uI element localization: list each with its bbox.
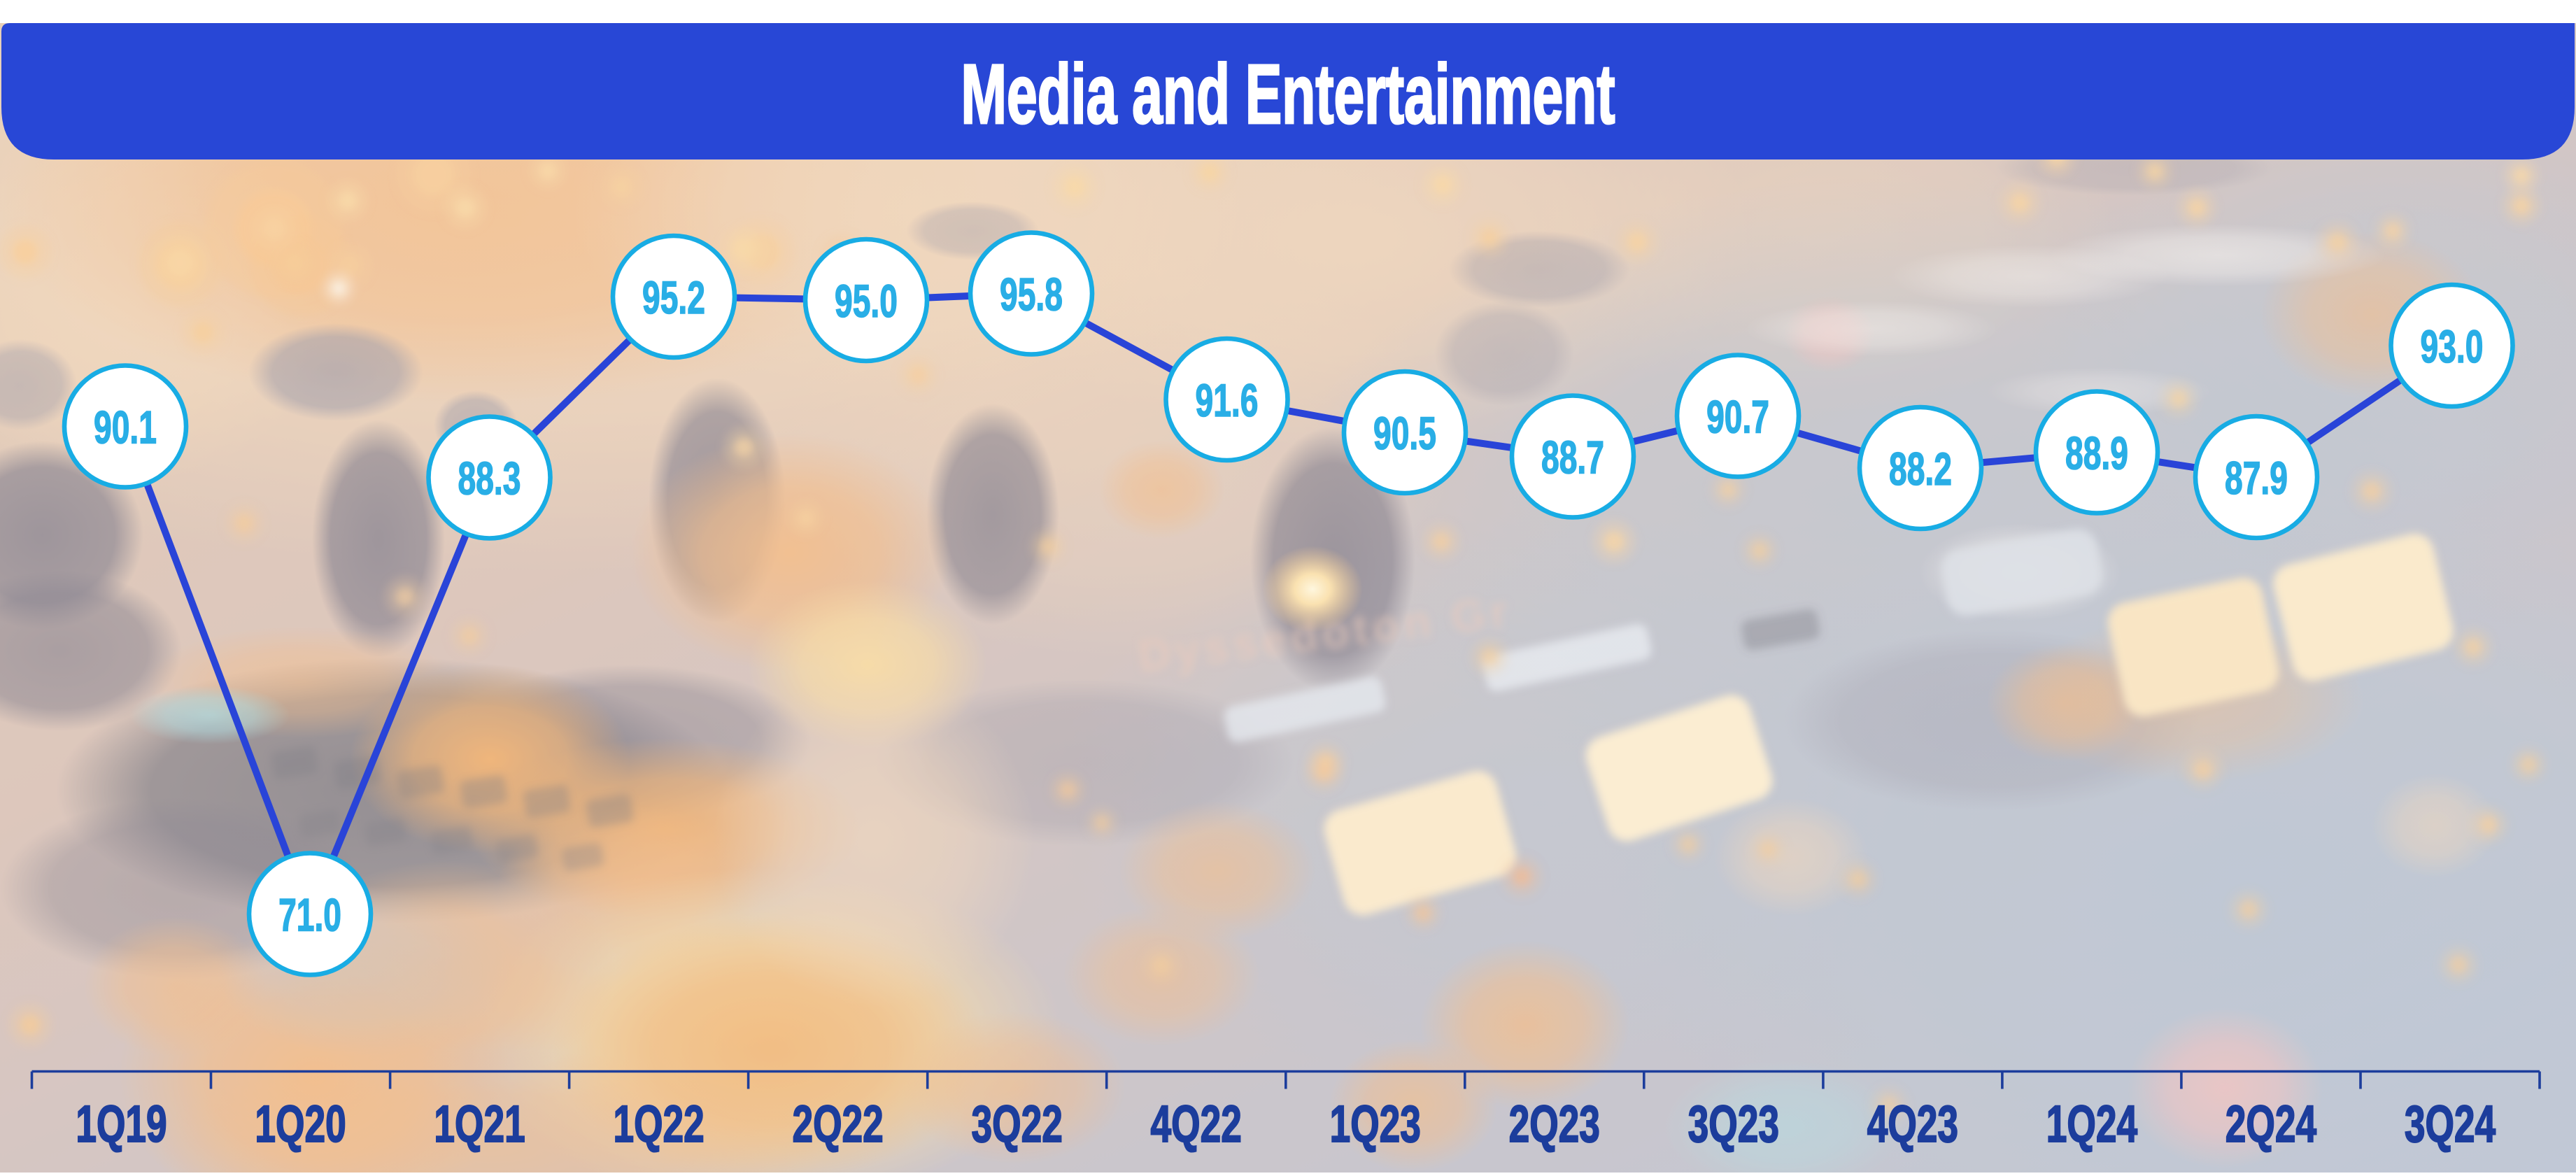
svg-text:90.5: 90.5 (1373, 408, 1436, 460)
svg-text:2Q23: 2Q23 (1509, 1095, 1600, 1153)
svg-text:1Q24: 1Q24 (2046, 1095, 2137, 1153)
svg-text:90.1: 90.1 (94, 402, 157, 453)
svg-text:90.7: 90.7 (1706, 391, 1769, 443)
svg-text:3Q23: 3Q23 (1688, 1095, 1779, 1153)
svg-text:4Q23: 4Q23 (1867, 1095, 1958, 1153)
svg-text:1Q19: 1Q19 (76, 1095, 167, 1153)
svg-text:3Q22: 3Q22 (972, 1095, 1063, 1153)
svg-text:95.8: 95.8 (1000, 269, 1063, 320)
svg-text:4Q22: 4Q22 (1151, 1095, 1242, 1153)
svg-text:2Q24: 2Q24 (2225, 1095, 2316, 1153)
svg-text:91.6: 91.6 (1196, 375, 1259, 427)
svg-text:1Q20: 1Q20 (255, 1095, 346, 1153)
svg-text:87.9: 87.9 (2225, 453, 2288, 504)
svg-text:88.7: 88.7 (1541, 432, 1604, 483)
svg-text:88.2: 88.2 (1889, 444, 1952, 495)
svg-text:Media and Entertainment: Media and Entertainment (961, 47, 1615, 141)
svg-text:93.0: 93.0 (2421, 321, 2484, 373)
svg-text:95.0: 95.0 (835, 276, 898, 327)
svg-text:3Q24: 3Q24 (2405, 1095, 2496, 1153)
svg-text:1Q23: 1Q23 (1330, 1095, 1421, 1153)
svg-text:88.3: 88.3 (458, 453, 521, 504)
svg-text:71.0: 71.0 (278, 889, 341, 941)
svg-text:2Q22: 2Q22 (792, 1095, 883, 1153)
svg-text:1Q22: 1Q22 (613, 1095, 704, 1153)
svg-text:95.2: 95.2 (642, 272, 705, 324)
svg-text:1Q21: 1Q21 (434, 1095, 525, 1153)
svg-text:88.9: 88.9 (2065, 427, 2128, 479)
